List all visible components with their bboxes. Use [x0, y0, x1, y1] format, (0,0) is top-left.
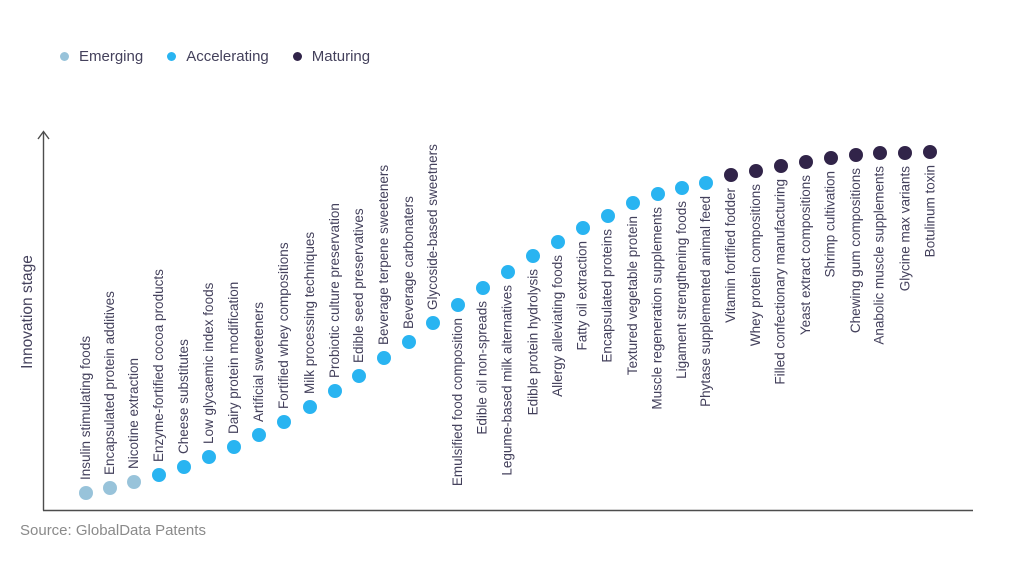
- data-point-dot: [675, 181, 689, 195]
- data-point-label: Glycine max variants: [897, 166, 912, 292]
- data-point-label: Whey protein compositions: [748, 184, 763, 347]
- data-point-dot: [898, 146, 912, 160]
- data-point-dot: [402, 335, 416, 349]
- data-point-dot: [749, 164, 763, 178]
- data-point-label: Milk processing techniques: [302, 231, 317, 394]
- data-point-dot: [227, 440, 241, 454]
- data-point-dot: [252, 428, 266, 442]
- data-point-label: Phytase supplemented animal feed: [698, 196, 713, 407]
- legend-dot-icon: [60, 52, 69, 61]
- data-point-label: Filled confectionary manufacturing: [773, 179, 788, 385]
- data-point-dot: [724, 168, 738, 182]
- data-point-dot: [699, 176, 713, 190]
- legend-label: Maturing: [311, 48, 371, 65]
- data-point-dot: [152, 468, 166, 482]
- legend: Emerging Accelerating Maturing: [60, 48, 370, 65]
- data-point-label: Fatty oil extraction: [575, 241, 590, 351]
- data-point-dot: [626, 196, 640, 210]
- data-point-label: Edible oil non-spreads: [475, 301, 490, 435]
- data-point-dot: [651, 187, 665, 201]
- data-point-dot: [476, 281, 490, 295]
- data-point-dot: [303, 400, 317, 414]
- data-point-dot: [799, 155, 813, 169]
- data-point-dot: [377, 351, 391, 365]
- data-point-label: Anabolic muscle supplements: [872, 166, 887, 345]
- data-point-label: Dairy protein modification: [226, 281, 241, 434]
- legend-item-accelerating: Accelerating: [167, 48, 269, 65]
- data-point-dot: [824, 151, 838, 165]
- data-point-label: Enzyme-fortified cocoa products: [151, 269, 166, 462]
- data-point-label: Ligament strengthening foods: [674, 201, 689, 379]
- y-axis-label: Innovation stage: [19, 255, 36, 369]
- data-point-label: Emulsified food composition: [450, 318, 465, 487]
- data-point-dot: [774, 159, 788, 173]
- data-point-dot: [849, 148, 863, 162]
- legend-dot-icon: [292, 52, 302, 61]
- data-point-label: Nicotine extraction: [126, 357, 141, 469]
- data-point-label: Chewing gum compositions: [848, 168, 863, 334]
- data-point-label: Beverage terpene sweeteners: [376, 164, 391, 345]
- data-point-dot: [103, 481, 117, 495]
- data-point-dot: [601, 209, 615, 223]
- data-point-dot: [177, 460, 191, 474]
- data-point-dot: [451, 298, 465, 312]
- data-point-label: Glycoside-based sweetners: [425, 144, 440, 310]
- legend-item-maturing: Maturing: [292, 48, 371, 65]
- data-point-label: Beverage carbonaters: [401, 196, 416, 329]
- data-point-dot: [202, 450, 216, 464]
- legend-dot-icon: [167, 52, 177, 61]
- data-point-label: Cheese substitutes: [176, 339, 191, 454]
- legend-label: Emerging: [79, 48, 144, 65]
- data-point-label: Probiotic culture preservation: [327, 203, 342, 378]
- data-point-dot: [328, 384, 342, 398]
- data-point-dot: [277, 415, 291, 429]
- data-point-dot: [127, 475, 141, 489]
- data-point-label: Vitamin fortified fodder: [723, 188, 738, 323]
- data-point-label: Artificial sweeteners: [251, 301, 266, 422]
- data-point-label: Allergy alleviating foods: [550, 255, 565, 397]
- data-point-label: Edible seed preservatives: [351, 208, 366, 363]
- data-point-dot: [426, 316, 440, 330]
- legend-label: Accelerating: [186, 48, 269, 65]
- data-point-label: Edible protein hydrolysis: [525, 269, 540, 416]
- data-point-label: Encapsulated protein additives: [102, 291, 117, 475]
- data-point-label: Low glycaemic index foods: [201, 282, 216, 444]
- data-point-label: Textured vegetable protein: [625, 216, 640, 376]
- data-point-dot: [873, 146, 887, 160]
- data-point-dot: [352, 369, 366, 383]
- source-text: Source: GlobalData Patents: [20, 522, 206, 539]
- data-point-dot: [79, 486, 93, 500]
- data-point-label: Muscle regeneration supplements: [650, 207, 665, 410]
- legend-item-emerging: Emerging: [60, 48, 143, 65]
- data-point-dot: [551, 235, 565, 249]
- data-point-label: Yeast extract compositions: [798, 175, 813, 336]
- data-point-dot: [576, 221, 590, 235]
- data-point-dot: [526, 249, 540, 263]
- data-point-label: Botulinum toxin: [922, 165, 937, 258]
- data-point-label: Fortified whey compositions: [276, 242, 291, 409]
- y-axis-arrowhead-icon: [37, 130, 50, 140]
- data-point-label: Encapsulated proteins: [600, 229, 615, 363]
- data-point-label: Shrimp cultivation: [823, 171, 838, 278]
- data-point-label: Legume-based milk alternatives: [500, 285, 515, 476]
- data-point-label: Insulin stimulating foods: [78, 335, 93, 480]
- data-point-dot: [501, 265, 515, 279]
- data-point-dot: [923, 145, 937, 159]
